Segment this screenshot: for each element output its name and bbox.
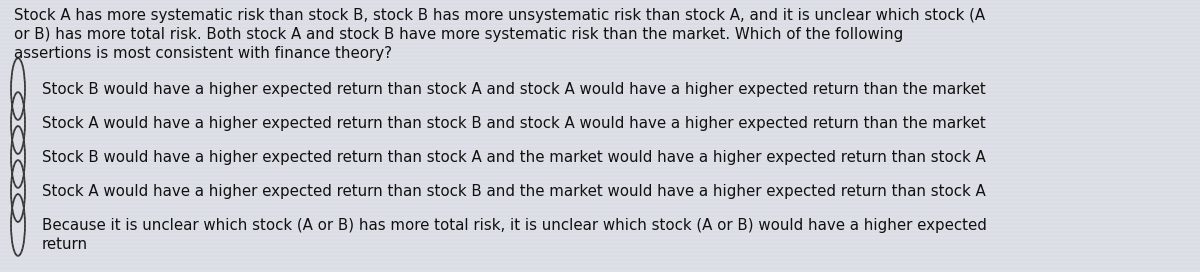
Text: Stock A would have a higher expected return than stock B and stock A would have : Stock A would have a higher expected ret… [42, 116, 985, 131]
Text: Stock A has more systematic risk than stock B, stock B has more unsystematic ris: Stock A has more systematic risk than st… [14, 8, 985, 61]
Text: Stock A would have a higher expected return than stock B and the market would ha: Stock A would have a higher expected ret… [42, 184, 985, 199]
Text: Stock B would have a higher expected return than stock A and stock A would have : Stock B would have a higher expected ret… [42, 82, 985, 97]
Text: Because it is unclear which stock (A or B) has more total risk, it is unclear wh: Because it is unclear which stock (A or … [42, 218, 986, 252]
Text: Stock B would have a higher expected return than stock A and the market would ha: Stock B would have a higher expected ret… [42, 150, 985, 165]
